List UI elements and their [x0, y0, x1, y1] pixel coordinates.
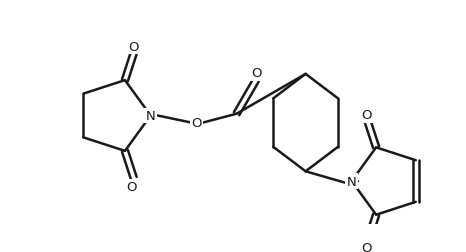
- Text: O: O: [129, 40, 139, 53]
- Text: O: O: [251, 67, 261, 80]
- Text: O: O: [126, 180, 136, 194]
- Text: O: O: [192, 117, 202, 130]
- Text: N: N: [146, 110, 156, 122]
- Text: O: O: [361, 109, 371, 122]
- Text: O: O: [361, 241, 371, 252]
- Text: N: N: [347, 175, 356, 188]
